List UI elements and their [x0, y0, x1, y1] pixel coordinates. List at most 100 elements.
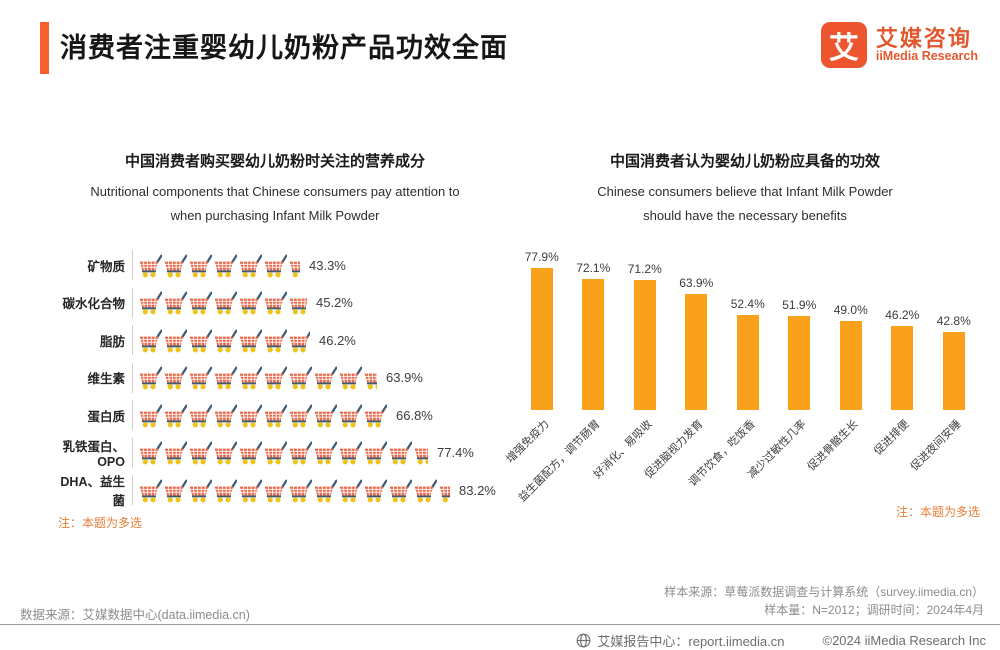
title-accent-bar: [40, 22, 49, 74]
shopping-cart-icon: [213, 289, 237, 316]
axis-line: [132, 400, 133, 430]
axis-line: [132, 287, 133, 318]
cart-icons: [133, 327, 311, 354]
axis-line: [132, 362, 133, 393]
bar-column: 46.2%: [877, 308, 929, 410]
report-center-link: 艾媒报告中心：report.iimedia.cn: [597, 634, 785, 649]
shopping-cart-partial-icon: [288, 327, 310, 354]
copyright-text: ©2024 iiMedia Research Inc: [822, 633, 987, 648]
iimedia-logo-icon: 艾: [820, 22, 867, 68]
shopping-cart-icon: [213, 439, 237, 466]
shopping-cart-icon: [238, 439, 262, 466]
shopping-cart-icon: [313, 364, 337, 391]
shopping-cart-icon: [163, 439, 187, 466]
cart-icons: [133, 439, 429, 466]
bar-column: 71.2%: [619, 262, 671, 410]
shopping-cart-icon: [238, 364, 262, 391]
shopping-cart-icon: [163, 402, 187, 429]
shopping-cart-icon: [213, 477, 237, 504]
sample-info: 样本来源：草莓派数据调查与计算系统（survey.iimedia.cn） 样本量…: [664, 583, 984, 619]
bar-value-label: 63.9%: [679, 276, 714, 290]
category-label: 增强免疫力: [503, 418, 552, 466]
bar: [685, 294, 708, 410]
row-label: 碳水化合物: [62, 297, 125, 311]
bar-column: 42.8%: [928, 314, 980, 410]
bar: [633, 280, 656, 410]
bar-value-label: 49.0%: [833, 303, 868, 317]
cart-icons: [133, 402, 388, 429]
shopping-cart-icon: [363, 402, 387, 429]
pictogram-row: 脂肪 46.2%: [55, 325, 505, 355]
shopping-cart-icon: [338, 439, 362, 466]
shopping-cart-icon: [263, 289, 287, 316]
cart-icons: [133, 364, 378, 391]
shopping-cart-icon: [338, 477, 362, 504]
shopping-cart-icon: [163, 364, 187, 391]
shopping-cart-icon: [313, 439, 337, 466]
shopping-cart-icon: [138, 289, 162, 316]
row-value-label: 83.2%: [459, 482, 496, 498]
bar: [891, 326, 914, 410]
shopping-cart-icon: [338, 364, 362, 391]
shopping-cart-partial-icon: [438, 477, 450, 504]
left-chart-subtitle: Nutritional components that Chinese cons…: [90, 184, 460, 224]
page-title: 消费者注重婴幼儿奶粉产品功效全面: [60, 33, 508, 63]
data-source: 数据来源：艾媒数据中心(data.iimedia.cn): [20, 608, 250, 622]
shopping-cart-icon: [213, 364, 237, 391]
shopping-cart-icon: [213, 327, 237, 354]
shopping-cart-icon: [363, 477, 387, 504]
shopping-cart-icon: [288, 477, 312, 504]
shopping-cart-partial-icon: [288, 289, 307, 316]
shopping-cart-icon: [263, 477, 287, 504]
shopping-cart-icon: [313, 402, 337, 429]
left-chart-title: 中国消费者购买婴幼儿奶粉时关注的营养成分: [124, 153, 425, 170]
row-value-label: 77.4%: [437, 445, 474, 460]
bar-chart-axis-labels: 增强免疫力 益生菌配方，调节肠胃 好消化、易吸收 促进脑视力发育 调节饮食，吃饭香 减少过…: [504, 410, 980, 510]
shopping-cart-icon: [388, 477, 412, 504]
sample-source: 样本来源：草莓派数据调查与计算系统（survey.iimedia.cn）: [664, 585, 984, 599]
row-label: 矿物质: [87, 259, 125, 274]
right-chart-header: 中国消费者认为婴幼儿奶粉应具备的功效 Chinese consumers bel…: [525, 150, 965, 228]
bar-value-label: 52.4%: [730, 297, 765, 311]
shopping-cart-icon: [288, 439, 312, 466]
shopping-cart-icon: [263, 439, 287, 466]
logo-text: 艾媒咨询 iiMedia Research: [876, 27, 978, 63]
row-value-label: 63.9%: [386, 370, 423, 385]
bar: [530, 268, 553, 410]
footer-bar: 艾媒报告中心：report.iimedia.cn ©2024 iiMedia R…: [576, 631, 986, 650]
bar: [839, 321, 862, 410]
shopping-cart-partial-icon: [413, 439, 428, 466]
row-label: 乳铁蛋白、OPO: [62, 440, 125, 469]
shopping-cart-icon: [188, 364, 212, 391]
shopping-cart-icon: [138, 364, 162, 391]
bar: [788, 316, 811, 410]
right-chart-title: 中国消费者认为婴幼儿奶粉应具备的功效: [609, 153, 880, 170]
logo-name-en: iiMedia Research: [875, 48, 978, 63]
category-label-slot: 促进夜间安睡: [908, 410, 980, 510]
row-label: 脂肪: [99, 334, 125, 349]
pictogram-row: DHA、益生菌 83.2%: [55, 475, 505, 508]
shopping-cart-icon: [188, 439, 212, 466]
shopping-cart-icon: [413, 477, 437, 504]
shopping-cart-icon: [263, 402, 287, 429]
shopping-cart-icon: [288, 364, 312, 391]
globe-icon: [576, 633, 591, 648]
shopping-cart-icon: [263, 327, 287, 354]
shopping-cart-partial-icon: [363, 364, 377, 391]
shopping-cart-icon: [238, 477, 262, 504]
bar-value-label: 72.1%: [576, 261, 611, 275]
axis-line: [132, 437, 133, 468]
bar-chart-plot-area: 77.9% 72.1% 71.2% 63.9% 52.4% 51.9% 49.0% 46.2%…: [516, 245, 980, 410]
footer-divider: [0, 624, 1000, 625]
shopping-cart-icon: [163, 289, 187, 316]
left-chart-note: 注：本题为多选: [58, 516, 143, 530]
shopping-cart-icon: [138, 327, 162, 354]
bar-column: 63.9%: [671, 276, 723, 410]
shopping-cart-icon: [288, 402, 312, 429]
pictogram-chart: 矿物质 43.3% 碳水化合物 45.2% 脂肪 46.2% 维生素 63.9% 蛋白质 66.8…: [55, 250, 505, 513]
row-label: 维生素: [87, 372, 125, 386]
bar: [582, 279, 605, 410]
bar-value-label: 71.2%: [627, 262, 662, 276]
bar-column: 51.9%: [774, 298, 826, 410]
shopping-cart-icon: [163, 327, 187, 354]
